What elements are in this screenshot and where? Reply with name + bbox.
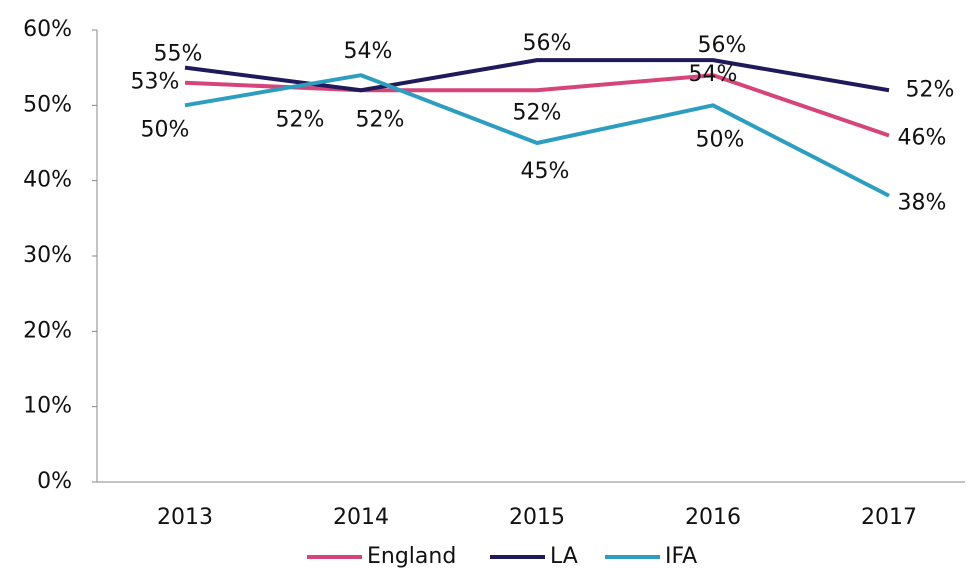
data-label: 52% — [356, 107, 405, 132]
y-tick-label: 30% — [23, 243, 72, 268]
data-label: 53% — [131, 70, 180, 95]
series-line — [184, 73, 890, 198]
y-tick-label: 40% — [23, 168, 72, 193]
data-label: 52% — [513, 100, 562, 125]
legend-label: LA — [550, 544, 578, 569]
data-label: 52% — [906, 77, 955, 102]
x-tick-label: 2015 — [509, 505, 565, 530]
data-label: 54% — [344, 39, 393, 64]
data-label: 46% — [898, 125, 947, 150]
x-tick-label: 2017 — [861, 505, 917, 530]
x-tick-label: 2016 — [685, 505, 741, 530]
y-tick-label: 10% — [23, 394, 72, 419]
data-label: 52% — [276, 107, 325, 132]
x-tick-label: 2014 — [333, 505, 389, 530]
y-tick-label: 50% — [23, 92, 72, 117]
data-label: 50% — [141, 117, 190, 142]
series-line — [184, 73, 890, 138]
data-label: 56% — [523, 31, 572, 56]
legend-label: IFA — [665, 544, 697, 569]
series-line — [184, 58, 890, 93]
data-label: 55% — [154, 42, 203, 67]
legend-label: England — [367, 544, 456, 569]
data-label: 45% — [521, 159, 570, 184]
data-label: 38% — [898, 191, 947, 216]
x-tick-label: 2013 — [157, 505, 213, 530]
data-label: 54% — [689, 62, 738, 87]
y-tick-label: 20% — [23, 318, 72, 343]
y-tick-label: 60% — [23, 17, 72, 42]
data-label: 56% — [698, 33, 747, 58]
y-tick-label: 0% — [37, 469, 72, 494]
data-label: 50% — [696, 127, 745, 152]
